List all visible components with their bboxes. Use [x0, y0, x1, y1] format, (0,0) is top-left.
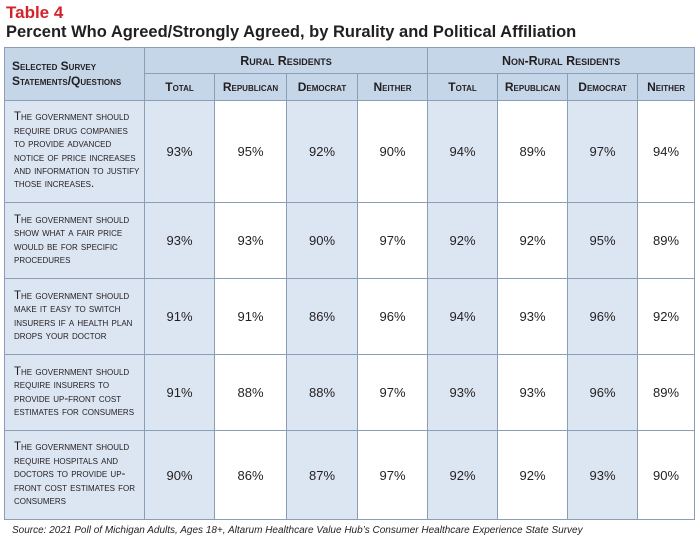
value-cell: 93% [144, 202, 215, 279]
header-sub-row: Total Republican Democrat Neither Total … [5, 73, 696, 101]
table-row: The government should make it easy to sw… [4, 278, 696, 355]
value-cell: 87% [286, 430, 358, 520]
table-title: Percent Who Agreed/Strongly Agreed, by R… [6, 23, 577, 41]
value-cell: 94% [427, 100, 499, 203]
source-note: Source: 2021 Poll of Michigan Adults, Ag… [12, 525, 583, 536]
value-cell: 92% [427, 202, 499, 279]
value-cell: 93% [427, 354, 499, 431]
value-cell: 93% [497, 354, 569, 431]
value-cell: 97% [356, 354, 429, 431]
subheader-non-rural-neither: Neither [637, 73, 696, 101]
value-cell: 97% [567, 100, 639, 203]
value-cell: 91% [144, 278, 215, 355]
subheader-rural-total: Total [144, 73, 215, 101]
subheader-rural-neither: Neither [356, 73, 429, 101]
subheader-non-rural-republican: Republican [497, 73, 569, 101]
value-cell: 92% [497, 430, 569, 520]
group-header-non-rural: Non-Rural Residents [427, 47, 696, 74]
value-cell: 92% [497, 202, 569, 279]
subheader-rural-republican: Republican [214, 73, 287, 101]
value-cell: 88% [214, 354, 287, 431]
value-cell: 88% [286, 354, 358, 431]
value-cell: 94% [427, 278, 499, 355]
value-cell: 93% [567, 430, 639, 520]
value-cell: 96% [356, 278, 429, 355]
table-label: Table 4 [6, 3, 64, 22]
value-cell: 90% [286, 202, 358, 279]
value-cell: 95% [567, 202, 639, 279]
value-cell: 90% [144, 430, 215, 520]
subheader-rural-democrat: Democrat [286, 73, 358, 101]
group-header-rural: Rural Residents [143, 47, 429, 74]
value-cell: 90% [637, 430, 696, 520]
value-cell: 90% [356, 100, 429, 203]
table-row: The government should require insurers t… [4, 354, 696, 431]
question-cell: The government should require insurers t… [4, 354, 145, 431]
value-cell: 86% [286, 278, 358, 355]
table-row: The government should show what a fair p… [4, 202, 696, 279]
value-cell: 92% [637, 278, 696, 355]
value-cell: 94% [637, 100, 696, 203]
value-cell: 89% [637, 202, 696, 279]
value-cell: 96% [567, 278, 639, 355]
corner-header: Selected Survey Statements/Questions [4, 47, 145, 101]
value-cell: 93% [144, 100, 215, 203]
table-row: The government should require hospitals … [4, 430, 696, 520]
value-cell: 93% [214, 202, 287, 279]
question-cell: The government should require drug compa… [4, 100, 145, 203]
value-cell: 91% [144, 354, 215, 431]
value-cell: 97% [356, 430, 429, 520]
value-cell: 91% [214, 278, 287, 355]
question-cell: The government should make it easy to sw… [4, 278, 145, 355]
value-cell: 89% [497, 100, 569, 203]
value-cell: 93% [497, 278, 569, 355]
value-cell: 92% [286, 100, 358, 203]
survey-table: Selected Survey Statements/Questions Rur… [4, 47, 696, 520]
subheader-non-rural-democrat: Democrat [567, 73, 639, 101]
value-cell: 97% [356, 202, 429, 279]
table-row: The government should require drug compa… [4, 100, 696, 203]
header-group-row: Selected Survey Statements/Questions Rur… [4, 47, 696, 101]
value-cell: 86% [214, 430, 287, 520]
question-cell: The government should require hospitals … [4, 430, 145, 520]
value-cell: 92% [427, 430, 499, 520]
value-cell: 89% [637, 354, 696, 431]
question-cell: The government should show what a fair p… [4, 202, 145, 279]
subheader-non-rural-total: Total [427, 73, 499, 101]
value-cell: 96% [567, 354, 639, 431]
value-cell: 95% [214, 100, 287, 203]
